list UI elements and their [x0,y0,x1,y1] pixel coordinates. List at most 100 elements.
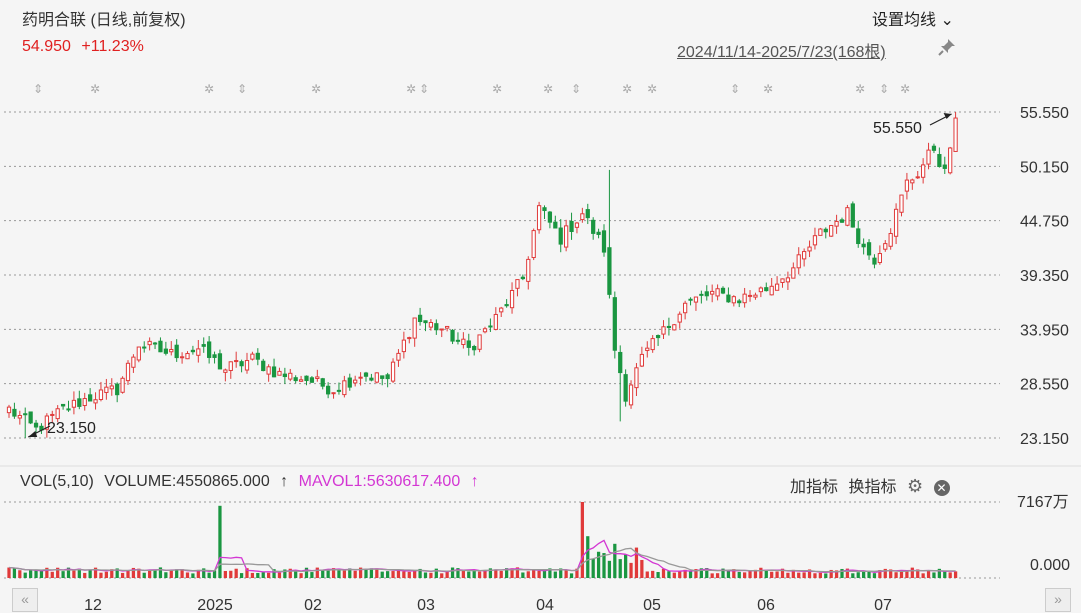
ma-setting-button[interactable]: 设置均线 ⌄ [872,6,954,30]
gear-icon[interactable]: ⚙ [906,476,924,496]
volume-bar [797,572,801,578]
volume-bar [753,569,758,578]
volume-bar [196,569,200,578]
volume-bar [932,572,936,578]
volume-bar [878,570,882,578]
volume-bar [153,570,157,578]
volume-bar [732,569,736,578]
volume-bar [375,568,379,578]
candle-body [661,326,666,335]
volume-bar [651,570,655,578]
mavol2-line [8,547,956,573]
candle-body [417,314,423,323]
switch-indicator-button[interactable]: 换指标 [848,479,897,496]
volume-bar [77,568,81,578]
volume-bar [683,569,687,578]
volume-bar [61,571,65,578]
candle-body [774,283,780,291]
candle-body [591,219,596,234]
pin-icon[interactable] [938,38,956,56]
scroll-right-button[interactable]: » [1045,588,1071,612]
candle-body [261,360,266,372]
volume-bar [212,570,217,578]
volume-bar [521,572,525,578]
volume-bar [321,569,325,578]
candle-body [948,147,953,174]
candle-body [764,287,769,292]
candle-body [596,231,601,235]
volume-bar [353,570,357,578]
event-marker: ⇕ [237,82,247,96]
close-icon[interactable]: ✕ [933,480,950,496]
candle-body [374,372,379,383]
candle-body [628,384,634,406]
candle-body [607,247,612,295]
add-indicator-button[interactable]: 加指标 [790,479,839,496]
volume-bar [331,568,336,578]
candle-body [423,320,428,324]
volume-bar [580,502,584,578]
volume-bar [699,568,703,578]
event-marker: ⇕ [730,82,740,96]
candle-body [304,375,309,382]
event-marker: ✲ [622,82,632,96]
volume-bar [618,559,622,578]
volume-bar [948,572,952,578]
candle-body [509,289,515,309]
mavol1-line [8,539,956,573]
volume-bar [472,570,476,578]
candle-body [12,408,17,417]
volume-bar [337,570,341,578]
candle-body [77,398,82,407]
candle-body [677,313,682,323]
volume-bar [207,572,211,578]
candle-body [234,360,239,363]
arrow-up-icon: ↑ [470,473,479,490]
volume-bar [72,570,76,578]
candle-body [899,194,904,213]
volume-bar [483,569,487,578]
candle-body [547,211,553,223]
candle-body [477,334,482,350]
candle-body [163,348,168,354]
volume-bar [743,572,747,578]
candle-body [450,329,455,342]
month-label: 05 [643,597,661,613]
candle-body [542,207,547,212]
candle-body [152,342,158,345]
volume-bar [277,572,282,578]
volume-bar [83,572,87,578]
volume-bar [110,569,114,578]
volume-bar [586,536,590,578]
volume-bar [883,568,887,578]
volume-tick-label: 0.000 [1030,557,1070,574]
volume-bar [99,572,103,578]
volume-bar [943,571,947,578]
price-tick-label: 23.150 [1020,431,1069,448]
price-tick-label: 33.950 [1020,322,1069,339]
arrow-up-icon: ↑ [280,473,289,490]
date-range-link[interactable]: 2024/11/14-2025/7/23(168根) [677,44,886,61]
scroll-left-button[interactable]: « [12,588,38,612]
volume-bar [402,571,406,578]
candle-body [715,288,720,297]
volume-bar [180,569,184,578]
volume-bar [910,567,914,578]
candle-body [455,339,461,342]
candle-body [407,337,412,340]
volume-bar [596,551,601,578]
candle-body [326,385,331,395]
volume-bar [613,543,617,578]
candle-body [515,279,520,289]
candle-body [125,362,131,382]
candle-body [147,340,152,346]
candle-body [353,379,358,384]
volume-bar [494,569,498,578]
current-price: 54.950 [22,38,71,55]
arrowhead [943,113,952,119]
event-marker: ⇕ [571,82,581,96]
volume-bar [937,568,941,578]
candle-body [363,372,369,377]
volume-bar [283,569,287,578]
